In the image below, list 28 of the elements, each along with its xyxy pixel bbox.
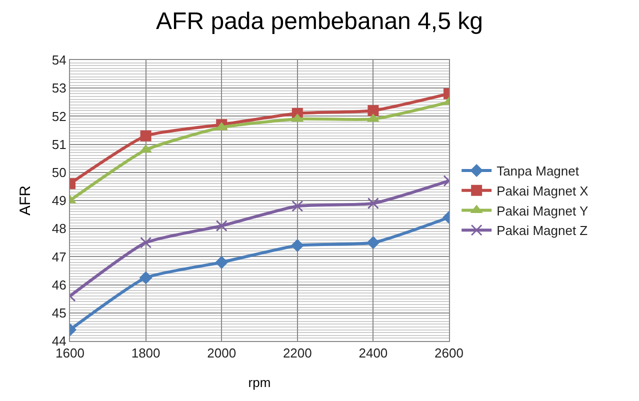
x-tick-label: 2200 (282, 346, 312, 361)
x-tick-label: 1800 (131, 346, 160, 361)
point (216, 220, 228, 232)
y-tick-label: 51 (52, 136, 66, 152)
y-tick-label: 48 (52, 221, 66, 236)
point (140, 236, 152, 248)
y-tick-label: 52 (52, 108, 66, 124)
y-tick-label: 54 (52, 52, 66, 68)
x-tick-label: 2000 (207, 346, 236, 361)
y-tick-label: 49 (52, 193, 66, 208)
y-tick-label: 46 (52, 277, 66, 292)
x-axis-title: rpm (248, 375, 271, 390)
legend-label: Pakai Magnet X (496, 183, 589, 198)
point (367, 198, 379, 210)
point (290, 238, 304, 252)
y-tick-label: 47 (52, 249, 66, 264)
point (215, 256, 228, 269)
y-axis-title: AFR (17, 185, 34, 216)
chart-title: AFR pada pembebanan 4,5 kg (156, 8, 483, 35)
legend-label: Pakai Magnet Z (496, 223, 588, 238)
y-tick-label: 50 (52, 164, 66, 180)
y-tick-label: 53 (52, 80, 66, 96)
legend-label: Tanpa Magnet (496, 164, 580, 179)
x-tick-label: 2400 (358, 346, 388, 361)
y-tick-label: 45 (52, 305, 66, 320)
point (292, 200, 304, 212)
x-tick-label: 2600 (434, 346, 464, 361)
legend-label: Pakai Magnet Y (496, 203, 588, 218)
